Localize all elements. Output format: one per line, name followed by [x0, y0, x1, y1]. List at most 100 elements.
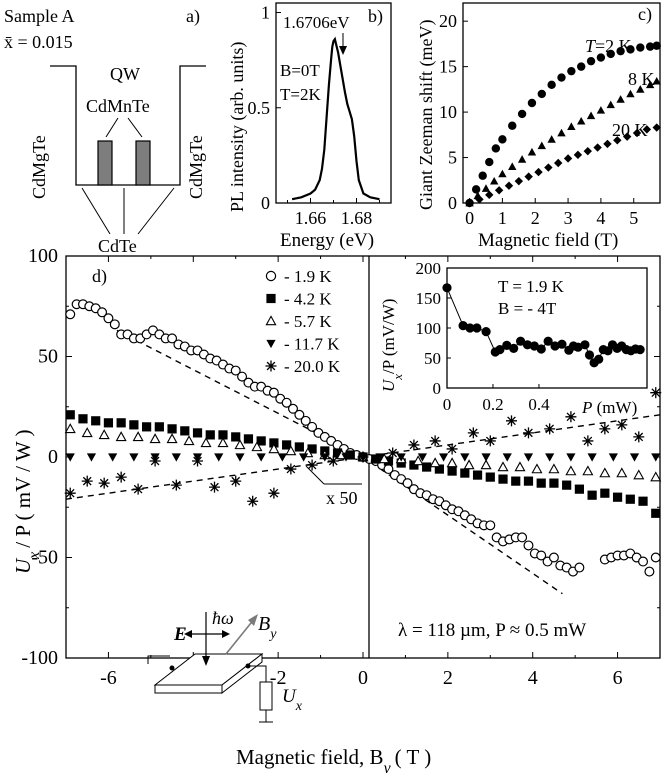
- zeeman-point-t2k: [606, 49, 615, 59]
- inset-point: [584, 350, 595, 360]
- zeeman-point-t2k: [547, 80, 556, 90]
- photocurrent-point-200k: [209, 481, 220, 493]
- photocurrent-point-19k: [167, 333, 178, 344]
- photocurrent-point-200k: [132, 483, 144, 495]
- photocurrent-point-42k: [167, 424, 177, 434]
- panel-d-label: d): [92, 266, 107, 287]
- zeeman-point-t2k: [626, 45, 635, 54]
- zeeman-point-t2k: [537, 89, 546, 99]
- photocurrent-point-200k: [64, 487, 76, 499]
- photocurrent-point-200k: [247, 495, 259, 507]
- photocurrent-point-19k: [536, 550, 547, 561]
- zeeman-point-t2k: [652, 41, 661, 50]
- photocurrent-point-57k: [412, 455, 424, 466]
- photocurrent-point-117k: [417, 453, 427, 462]
- zeeman-point-20k: [563, 154, 573, 163]
- zeeman-point-8k: [547, 135, 556, 143]
- inset-ytick-label: 0: [433, 379, 442, 398]
- legend-marker-117k: [266, 339, 276, 349]
- photocurrent-point-42k: [78, 414, 88, 424]
- photocurrent-point-117k: [277, 453, 287, 462]
- inset-xtick-label: 0.2: [482, 395, 503, 414]
- panel-c-xlabel: Magnetic field (T): [478, 230, 618, 251]
- panel-c-ytick-label: 15: [439, 57, 457, 77]
- photocurrent-point-200k: [285, 463, 297, 475]
- photocurrent-point-200k: [446, 443, 458, 455]
- panel-c-ytick-label: 20: [439, 11, 457, 31]
- zeeman-point-8k: [652, 76, 661, 85]
- inset-ytick-label: 100: [416, 319, 442, 338]
- photocurrent-point-57k: [149, 433, 161, 444]
- zeeman-point-t2k: [557, 73, 566, 82]
- photocurrent-point-200k: [633, 431, 645, 443]
- arrow-cdte-right: [137, 187, 175, 235]
- legend-label-200k: - 20.0 K: [284, 357, 341, 376]
- photocurrent-point-200k: [98, 477, 110, 489]
- legend-marker-200k: [265, 360, 277, 372]
- photocurrent-point-200k: [506, 415, 517, 427]
- panel-c-ytick-label: 5: [448, 148, 457, 168]
- legend-label-117k: - 11.7 K: [284, 335, 340, 354]
- panel-c-frame: [462, 2, 661, 204]
- photocurrent-point-42k: [485, 472, 495, 482]
- photocurrent-point-117k: [566, 453, 576, 462]
- photocurrent-point-117k: [65, 453, 75, 462]
- photocurrent-point-42k: [422, 462, 432, 472]
- photocurrent-point-117k: [587, 453, 597, 462]
- photocurrent-point-117k: [545, 453, 555, 462]
- panel-b-ytick-label: 1: [261, 3, 270, 23]
- by-arrow-head: [248, 614, 258, 626]
- panel-b-label: b): [368, 6, 383, 27]
- photocurrent-point-57k: [429, 457, 441, 468]
- inset-point: [543, 336, 553, 346]
- photocurrent-point-57k: [268, 443, 280, 454]
- panel-c-label: c): [638, 4, 652, 25]
- panel-d-ytick-label: 0: [48, 446, 58, 468]
- photocurrent-point-117k: [481, 453, 491, 462]
- inset-point: [515, 336, 526, 346]
- photocurrent-point-200k: [149, 455, 161, 467]
- panel-c-xtick-label: 5: [629, 208, 638, 228]
- zeeman-point-20k: [613, 136, 622, 145]
- panel-c-label-2k: T=2 K: [585, 36, 632, 56]
- panel-b-param-t: T=2K: [280, 85, 321, 104]
- zeeman-point-8k: [645, 80, 655, 89]
- photocurrent-point-117k: [375, 453, 385, 462]
- scale-note: x 50: [326, 488, 358, 508]
- zeeman-point-20k: [475, 195, 484, 204]
- zeeman-point-20k: [573, 150, 583, 160]
- photocurrent-point-57k: [548, 463, 560, 474]
- photocurrent-point-57k: [200, 437, 212, 448]
- panel-a-label: a): [186, 6, 200, 27]
- panel-b-xtick-label: 1.66: [295, 208, 327, 228]
- arrow-cdmnte-right: [127, 117, 143, 138]
- photocurrent-point-117k: [320, 453, 330, 462]
- panel-c-ytick-label: 10: [439, 102, 457, 122]
- photocurrent-point-57k: [633, 469, 645, 480]
- inset-mid-ytick-label: 50: [424, 349, 441, 368]
- zeeman-point-8k: [606, 100, 615, 109]
- photocurrent-point-57k: [531, 463, 543, 474]
- photocurrent-point-57k: [480, 459, 492, 470]
- by-arrow: [225, 617, 256, 655]
- inset-ticks: 0 0.2 0.4 0 100 200 50 150: [416, 259, 551, 414]
- photocurrent-point-57k: [251, 441, 263, 452]
- photocurrent-point-19k: [103, 313, 114, 324]
- photocurrent-point-57k: [650, 471, 662, 482]
- arrow-cdmnte-left: [105, 117, 119, 138]
- photocurrent-point-19k: [307, 421, 318, 432]
- zeeman-point-t2k: [491, 144, 501, 153]
- panel-b-ytick-label: 0: [261, 193, 270, 213]
- inset-temp: T = 1.9 K: [498, 277, 565, 296]
- photocurrent-point-42k: [231, 432, 241, 442]
- zeeman-point-20k: [622, 132, 632, 141]
- inset-xtick-label: 0: [443, 395, 452, 414]
- photocurrent-point-200k: [170, 479, 182, 491]
- panel-c-ylabel: Giant Zeeman shift (meV): [416, 20, 437, 210]
- panel-a-qw-label: QW: [110, 64, 140, 84]
- cdmnte-label: CdMnTe: [86, 96, 150, 116]
- photocurrent-point-117k: [86, 453, 97, 462]
- zeeman-point-8k: [586, 111, 596, 120]
- zeeman-point-20k: [485, 190, 494, 200]
- photocurrent-point-42k: [549, 478, 559, 488]
